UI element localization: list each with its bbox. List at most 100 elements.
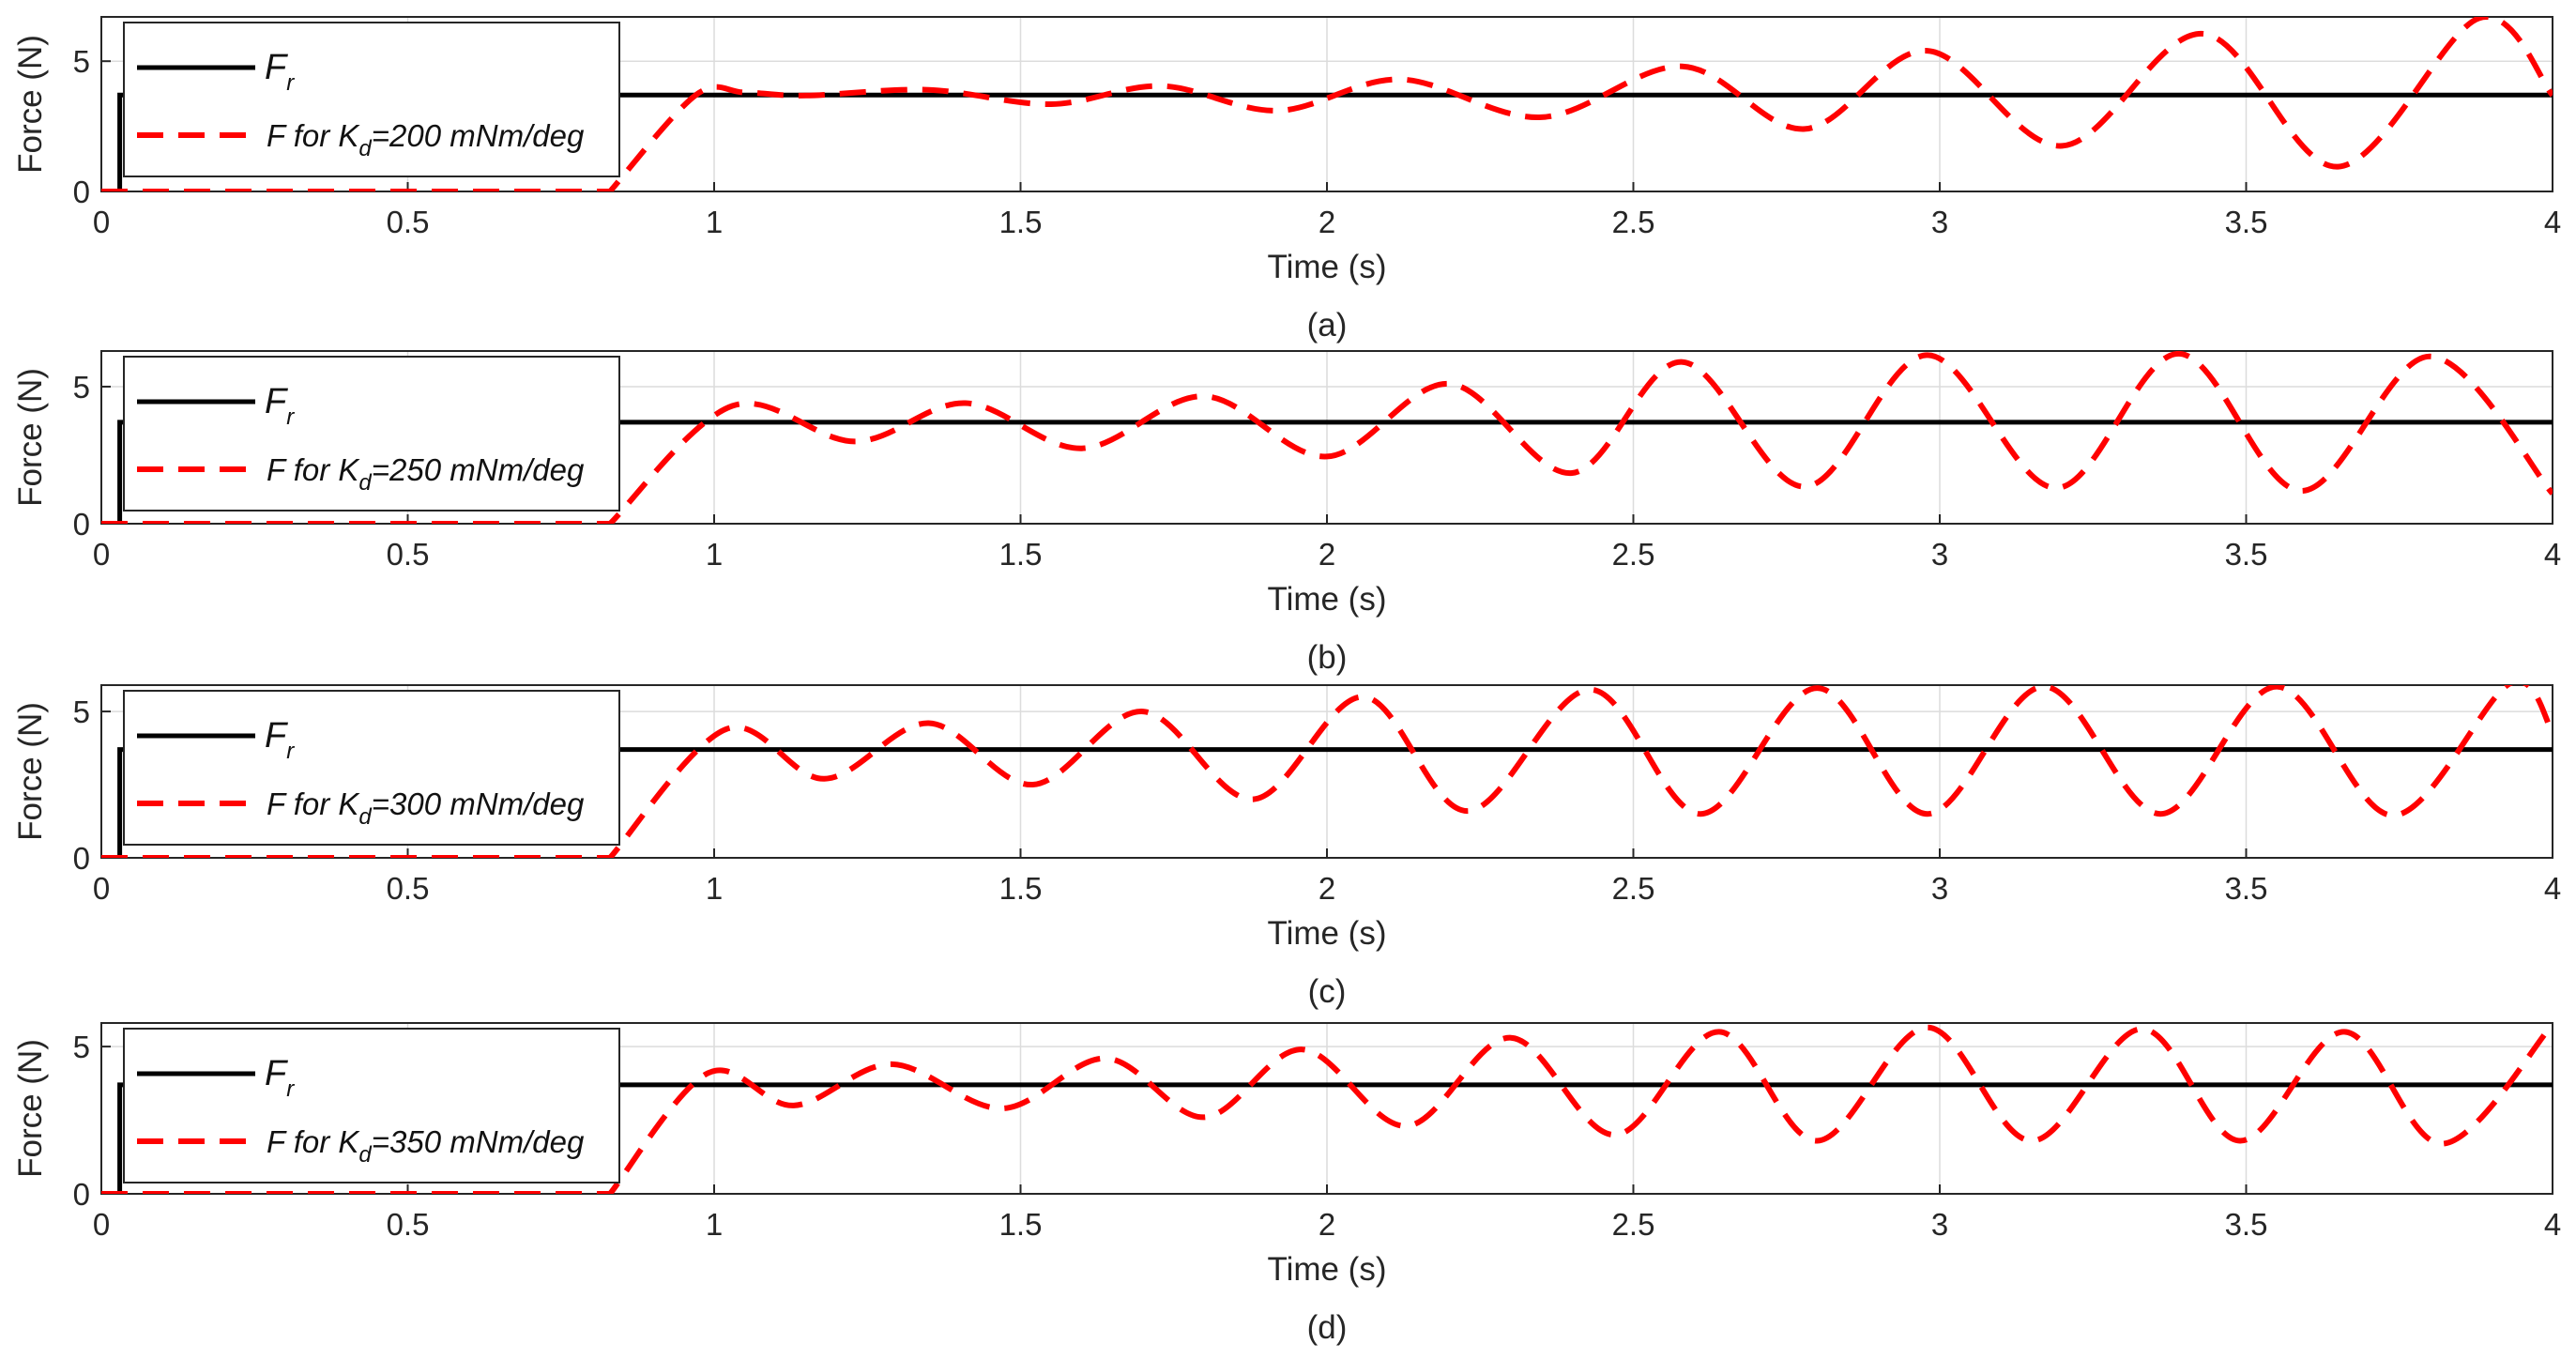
legend-box (123, 22, 620, 177)
legend-label-subscript: r (286, 405, 295, 430)
x-tick-label: 0 (93, 871, 110, 906)
x-axis-title: Time (s) (1267, 581, 1386, 618)
legend-label-main: F (265, 48, 288, 87)
legend-label-reference: Fr (265, 382, 295, 430)
x-tick-label: 2 (1318, 871, 1335, 906)
response-force-line (101, 17, 2553, 191)
legend-label-reference: Fr (265, 1054, 295, 1102)
legend-label-subscript: d (358, 1142, 372, 1168)
x-tick-label: 1.5 (999, 1207, 1043, 1242)
x-tick-label: 1 (706, 871, 723, 906)
x-tick-label: 1 (706, 205, 723, 239)
legend-box (123, 690, 620, 846)
y-tick-label: 5 (73, 1030, 90, 1064)
reference-force-line (101, 747, 2553, 858)
x-tick-label: 2.5 (1612, 205, 1655, 239)
x-axis-title: Time (s) (1267, 915, 1386, 952)
legend-label-prefix: F for K (267, 1124, 360, 1159)
x-tick-label: 0.5 (387, 1207, 430, 1242)
y-axis-title: Force (N) (12, 35, 49, 174)
x-tick-label: 1.5 (999, 537, 1043, 572)
x-tick-label: 0.5 (387, 205, 430, 239)
x-tick-label: 3.5 (2225, 1207, 2268, 1242)
series-group (101, 685, 2553, 858)
legend-label-subscript: r (286, 1077, 295, 1102)
y-tick-label: 5 (73, 44, 90, 79)
legend-label-main: F (265, 382, 288, 421)
response-force-line (101, 351, 2553, 524)
legend-label-subscript: d (358, 804, 372, 830)
legend-label-response: F for Kd=300 mNm/deg (267, 786, 585, 830)
series-group (101, 351, 2553, 524)
y-tick-label: 5 (73, 695, 90, 729)
legend-label-prefix: F for K (267, 118, 360, 153)
legend-label-suffix: =250 mNm/deg (372, 452, 585, 487)
legend-label-prefix: F for K (267, 786, 360, 821)
x-tick-label: 1.5 (999, 205, 1043, 239)
x-tick-label: 1 (706, 1207, 723, 1242)
x-tick-label: 4 (2544, 1207, 2561, 1242)
x-axis-title: Time (s) (1267, 1251, 1386, 1288)
legend-label-reference: Fr (265, 716, 295, 764)
legend-label-subscript: r (286, 70, 295, 96)
legend-label-response: F for Kd=250 mNm/deg (267, 452, 585, 496)
panel-caption: (b) (1307, 639, 1348, 676)
y-tick-label: 0 (73, 1177, 90, 1212)
x-axis-title: Time (s) (1267, 249, 1386, 285)
legend: Fr F for Kd=200 mNm/deg (123, 22, 620, 177)
x-tick-label: 4 (2544, 871, 2561, 906)
legend-label-reference: Fr (265, 48, 295, 96)
x-tick-label: 1 (706, 537, 723, 572)
legend-label-subscript: d (358, 470, 372, 496)
x-tick-label: 3.5 (2225, 205, 2268, 239)
legend-label-subscript: d (358, 136, 372, 161)
x-tick-label: 0.5 (387, 871, 430, 906)
x-tick-label: 4 (2544, 205, 2561, 239)
legend-label-suffix: =200 mNm/deg (372, 118, 585, 153)
x-tick-label: 3 (1931, 205, 1948, 239)
legend-label-main: F (265, 716, 288, 756)
y-tick-label: 0 (73, 841, 90, 876)
x-tick-label: 1.5 (999, 871, 1043, 906)
y-tick-label: 5 (73, 370, 90, 405)
legend-label-prefix: F for K (267, 452, 360, 487)
legend: Fr F for Kd=350 mNm/deg (123, 1028, 620, 1183)
x-tick-label: 0 (93, 1207, 110, 1242)
panel-caption: (d) (1307, 1309, 1348, 1346)
legend-label-response: F for Kd=350 mNm/deg (267, 1124, 585, 1168)
chart-panel-c: 0 0.5 1 1.5 2 2.5 3 3.5 4 0 5 Time (s) Force (N) (c) F… (12, 684, 2561, 1010)
response-force-line (101, 1023, 2553, 1194)
legend-box (123, 356, 620, 512)
response-force-line (101, 685, 2553, 858)
x-tick-label: 3 (1931, 871, 1948, 906)
x-tick-label: 2 (1318, 205, 1335, 239)
x-tick-label: 3 (1931, 537, 1948, 572)
y-tick-label: 0 (73, 175, 90, 209)
legend: Fr F for Kd=300 mNm/deg (123, 690, 620, 846)
x-tick-label: 3.5 (2225, 871, 2268, 906)
legend-label-suffix: =350 mNm/deg (372, 1124, 585, 1159)
y-axis-title: Force (N) (12, 702, 49, 841)
x-tick-label: 2 (1318, 1207, 1335, 1242)
x-tick-label: 3.5 (2225, 537, 2268, 572)
reference-force-line (101, 1082, 2553, 1194)
legend-label-response: F for Kd=200 mNm/deg (267, 118, 585, 161)
legend-label-subscript: r (286, 739, 295, 764)
panel-caption: (a) (1307, 307, 1348, 344)
y-axis-title: Force (N) (12, 1039, 49, 1178)
x-tick-label: 0.5 (387, 537, 430, 572)
x-tick-label: 0 (93, 205, 110, 239)
legend-box (123, 1028, 620, 1183)
x-tick-label: 2.5 (1612, 871, 1655, 906)
panel-caption: (c) (1308, 973, 1347, 1010)
series-group (101, 17, 2553, 191)
x-tick-label: 2.5 (1612, 537, 1655, 572)
chart-panel-b: 0 0.5 1 1.5 2 2.5 3 3.5 4 0 5 Time (s) Force (N) (b) F… (12, 350, 2561, 676)
chart-panel-a: 0 0.5 1 1.5 2 2.5 3 3.5 4 0 5 Time (s) Force (N) (a) F… (12, 16, 2561, 344)
y-tick-label: 0 (73, 507, 90, 542)
legend: Fr F for Kd=250 mNm/deg (123, 356, 620, 512)
chart-panel-d: 0 0.5 1 1.5 2 2.5 3 3.5 4 0 5 Time (s) Force (N) (d) F… (12, 1022, 2561, 1346)
x-tick-label: 2.5 (1612, 1207, 1655, 1242)
legend-label-main: F (265, 1054, 288, 1093)
